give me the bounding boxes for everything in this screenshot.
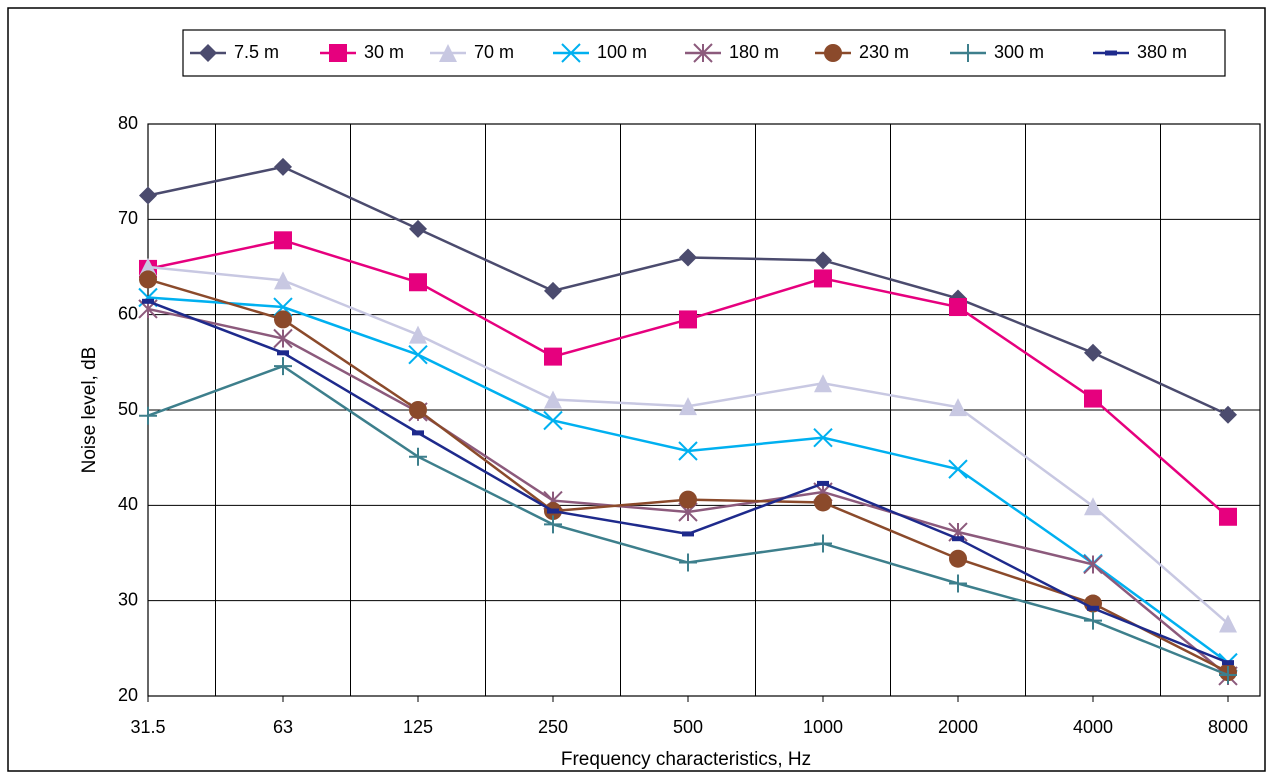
y-tick-label: 60	[118, 303, 138, 323]
marker	[679, 553, 697, 572]
marker	[1222, 660, 1234, 666]
marker	[817, 480, 829, 486]
marker	[409, 273, 427, 292]
marker	[814, 493, 832, 512]
x-tick-label: 63	[273, 717, 293, 737]
marker	[1219, 666, 1237, 685]
marker	[949, 298, 967, 317]
marker	[948, 459, 968, 479]
marker	[139, 406, 157, 425]
marker	[544, 281, 562, 300]
x-tick-label: 500	[673, 717, 703, 737]
legend-label: 180 m	[729, 42, 779, 62]
marker	[544, 347, 562, 366]
marker	[813, 427, 833, 448]
legend-label: 300 m	[994, 42, 1044, 62]
marker	[199, 44, 217, 62]
marker	[814, 269, 832, 288]
marker	[274, 357, 292, 376]
series	[142, 298, 1234, 666]
marker	[679, 490, 697, 509]
legend-label: 100 m	[597, 42, 647, 62]
marker	[408, 344, 428, 365]
marker	[1219, 507, 1237, 526]
marker	[142, 298, 154, 304]
x-tick-label: 250	[538, 717, 568, 737]
y-tick-label: 20	[118, 685, 138, 705]
marker	[274, 271, 292, 290]
marker	[409, 219, 427, 238]
x-tick-label: 1000	[803, 717, 843, 737]
marker	[678, 441, 698, 461]
x-tick-label: 31.5	[130, 717, 165, 737]
marker	[409, 325, 427, 344]
legend-label: 30 m	[364, 42, 404, 62]
series	[139, 258, 1237, 633]
marker	[139, 186, 157, 205]
y-tick-label: 70	[118, 208, 138, 228]
y-tick-label: 30	[118, 589, 138, 609]
marker	[1084, 389, 1102, 408]
marker	[329, 44, 347, 62]
marker	[679, 248, 697, 267]
marker	[1105, 50, 1117, 56]
marker	[277, 350, 289, 356]
marker	[1084, 343, 1102, 362]
x-axis-title: Frequency characteristics, Hz	[561, 749, 811, 770]
marker	[959, 44, 977, 62]
marker	[274, 157, 292, 176]
marker	[274, 310, 292, 329]
y-tick-label: 40	[118, 494, 138, 514]
marker	[1219, 614, 1237, 633]
legend-label: 230 m	[859, 42, 909, 62]
marker	[952, 536, 964, 542]
marker	[679, 310, 697, 329]
y-axis-title: Noise level, dB	[79, 347, 100, 474]
x-tick-label: 4000	[1073, 717, 1113, 737]
x-tick-label: 2000	[938, 717, 978, 737]
series	[139, 231, 1237, 526]
marker	[409, 401, 427, 419]
marker	[139, 258, 157, 276]
marker	[824, 44, 842, 62]
marker	[814, 534, 832, 553]
marker	[949, 398, 967, 417]
marker	[1087, 605, 1099, 611]
marker	[543, 410, 563, 431]
series	[139, 357, 1237, 685]
chart-frame	[7, 7, 1266, 772]
x-tick-label: 8000	[1208, 717, 1248, 737]
marker	[139, 270, 157, 289]
marker	[544, 390, 562, 409]
marker	[949, 549, 967, 568]
x-tick-label: 125	[403, 717, 433, 737]
legend-label: 380 m	[1137, 42, 1187, 62]
marker	[439, 44, 457, 62]
marker	[693, 43, 713, 63]
marker	[409, 447, 427, 466]
marker	[274, 231, 292, 250]
marker	[1084, 497, 1102, 516]
y-tick-label: 50	[118, 399, 138, 419]
marker	[1083, 554, 1103, 575]
marker	[1219, 405, 1237, 424]
marker	[544, 515, 562, 534]
marker	[561, 43, 581, 63]
marker	[412, 430, 424, 436]
marker	[547, 508, 559, 514]
marker	[682, 531, 694, 537]
marker	[1084, 611, 1102, 630]
legend-label: 7.5 m	[234, 42, 279, 62]
legend-label: 70 m	[474, 42, 514, 62]
marker	[814, 374, 832, 393]
marker	[949, 574, 967, 593]
marker	[273, 328, 293, 349]
marker	[814, 251, 832, 270]
marker	[679, 397, 697, 416]
y-tick-label: 80	[118, 113, 138, 133]
